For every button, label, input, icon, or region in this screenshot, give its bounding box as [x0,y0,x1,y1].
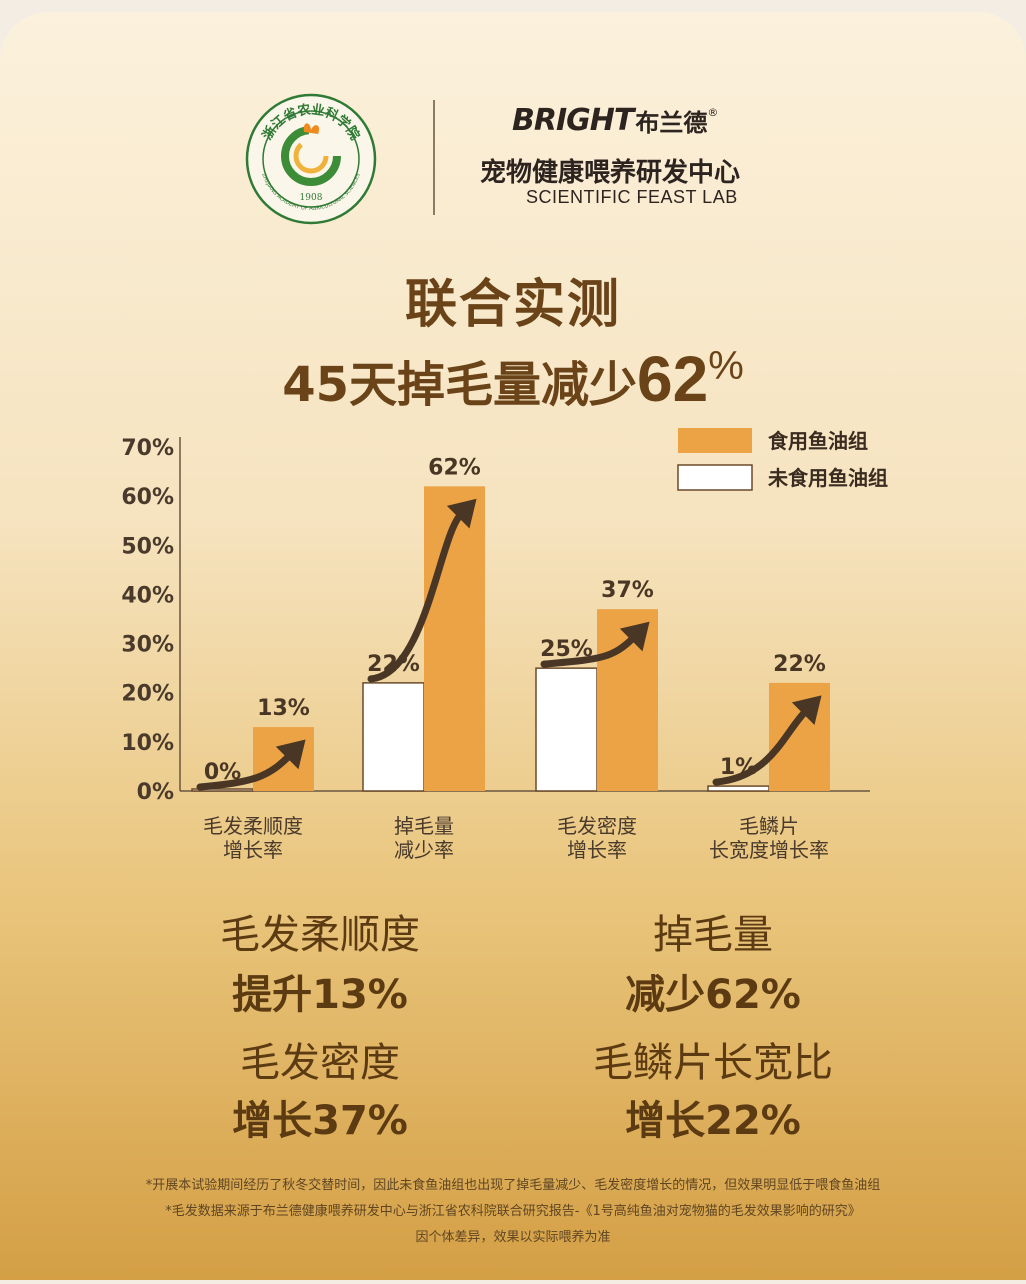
x-tick-label: 长宽度增长率 [709,838,829,862]
x-tick-label: 掉毛量 [394,814,454,838]
trend-arrow-head [275,739,306,770]
bar-control [362,682,425,792]
stat-shedding-title: 掉毛量 [653,912,773,958]
legend-label-fish-oil: 食用鱼油组 [768,429,868,453]
poster-frame: 浙江省农业科学院 ZHEJIANG ACADEMY OF AGRICULTURA… [0,12,1026,1280]
trend-arrow-shaft [367,510,465,683]
stat-softness-title: 毛发柔顺度 [220,912,420,958]
y-tick-label: 40% [121,583,174,608]
header-divider [433,100,435,215]
x-tick-label: 增长率 [567,838,627,862]
data-label-fish-oil: 13% [257,696,310,721]
stat-shedding-value: 减少62% [625,972,801,1018]
bar-control [535,667,598,792]
x-tick-label: 毛发密度 [557,814,637,838]
headline-title: 联合实测 [404,275,621,335]
brand-name-en: BRIGHT [512,102,634,138]
stat-cuticle-value: 增长22% [625,1098,801,1144]
research-center-name-en: SCIENTIFIC FEAST LAB [526,187,738,207]
legend-swatch-fish-oil [678,428,752,453]
stat-density-title: 毛发密度 [240,1040,400,1086]
trend-arrow-shaft [712,707,810,786]
brand-name-cn: 布兰德 [635,108,708,137]
x-tick-label: 增长率 [223,838,283,862]
y-tick-label: 60% [121,485,174,510]
trend-arrow-shaft [540,633,638,668]
footnote-3: 因个体差异，效果以实际喂养为准 [415,1230,611,1245]
poster-card: 浙江省农业科学院 ZHEJIANG ACADEMY OF AGRICULTURA… [0,12,1026,1280]
data-label-fish-oil: 37% [601,578,654,603]
bar-fish-oil [424,486,485,791]
footnote-2: *毛发数据来源于布兰德健康喂养研发中心与浙江省农科院联合研究报告-《1号高纯鱼油… [165,1204,861,1219]
trend-arrow-head [619,621,650,652]
research-center-name: 宠物健康喂养研发中心 [480,158,741,188]
seal-year: 1908 [300,193,323,203]
y-tick-label: 0% [137,780,174,805]
headline-percent: % [708,344,744,388]
stat-softness-value: 提升13% [232,972,408,1018]
trend-arrow-head [791,695,822,726]
y-tick-label: 10% [121,731,174,756]
data-label-fish-oil: 62% [428,455,481,480]
bar-control [707,785,770,792]
brand-logo: BRIGHT 布兰德 ® [512,100,718,140]
headline-subtitle: 45天掉毛量减少62% [0,342,1026,416]
stat-density-value: 增长37% [232,1098,408,1144]
y-tick-label: 70% [121,436,174,461]
y-tick-label: 20% [121,682,174,707]
stat-cuticle-title: 毛鳞片长宽比 [593,1040,833,1086]
footnote-1: *开展本试验期间经历了秋冬交替时间，因此未食鱼油组也出现了掉毛量减少、毛发密度增… [145,1178,881,1193]
legend-label-control: 未食用鱼油组 [768,466,888,490]
trend-arrow-shaft [196,751,294,791]
headline-subtitle-text: 45天掉毛量减少 [282,357,638,413]
x-tick-label: 毛发柔顺度 [203,814,303,838]
legend-swatch-control [677,464,753,491]
y-tick-label: 50% [121,534,174,559]
bar-fish-oil [769,682,830,791]
bar-chart: 0%10%20%30%40%50%60%70%0%13%毛发柔顺度增长率22%6… [121,428,888,862]
y-tick-label: 30% [121,633,174,658]
trend-arrow-head [446,498,477,529]
data-label-fish-oil: 22% [773,652,826,677]
registered-mark: ® [707,106,719,119]
bar-fish-oil [597,609,658,791]
headline-number: 62 [637,343,709,415]
x-tick-label: 毛鳞片 [739,814,799,838]
x-tick-label: 减少率 [394,838,454,862]
academy-seal-logo: 浙江省农业科学院 ZHEJIANG ACADEMY OF AGRICULTURA… [245,93,377,225]
